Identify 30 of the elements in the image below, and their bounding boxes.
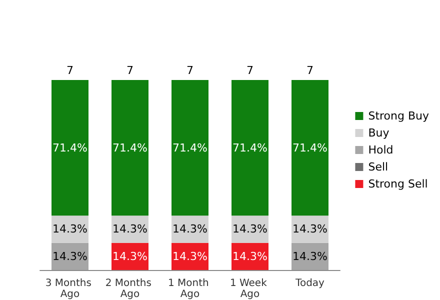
- legend-label: Hold: [368, 144, 394, 156]
- data-label: 71.4%: [52, 141, 88, 154]
- x-tick-label: 1 Week Ago: [230, 278, 270, 300]
- data-label: 14.3%: [292, 222, 328, 236]
- data-label: 14.3%: [232, 222, 268, 236]
- data-label: 71.4%: [232, 141, 268, 154]
- data-label: 14.3%: [52, 250, 88, 263]
- legend-label: Buy: [368, 126, 390, 140]
- data-label: 71.4%: [172, 141, 208, 154]
- data-label: 14.3%: [52, 222, 88, 236]
- legend-label: Strong Buy: [368, 110, 430, 122]
- data-label: 14.3%: [112, 222, 148, 236]
- x-tick-label: 3 Months Ago: [45, 278, 95, 300]
- annotation: 7: [66, 64, 74, 77]
- x-tick-label: 1 Month Ago: [168, 278, 212, 300]
- legend-label: Sell: [368, 160, 388, 174]
- annotation: 7: [126, 64, 134, 77]
- data-label: 14.3%: [292, 250, 328, 263]
- annotation: 7: [186, 64, 194, 77]
- data-label: 14.3%: [172, 222, 208, 236]
- legend-label: Strong Sell: [368, 178, 428, 190]
- data-label: 71.4%: [292, 141, 328, 154]
- annotation: 7: [246, 64, 254, 77]
- data-label: 14.3%: [232, 250, 268, 263]
- data-label: 14.3%: [112, 250, 148, 263]
- data-label: 14.3%: [172, 250, 208, 263]
- data-label: 71.4%: [112, 141, 148, 154]
- x-tick-label: 2 Months Ago: [105, 278, 155, 300]
- x-tick-label: Today: [294, 278, 325, 289]
- annotation: 7: [306, 64, 314, 77]
